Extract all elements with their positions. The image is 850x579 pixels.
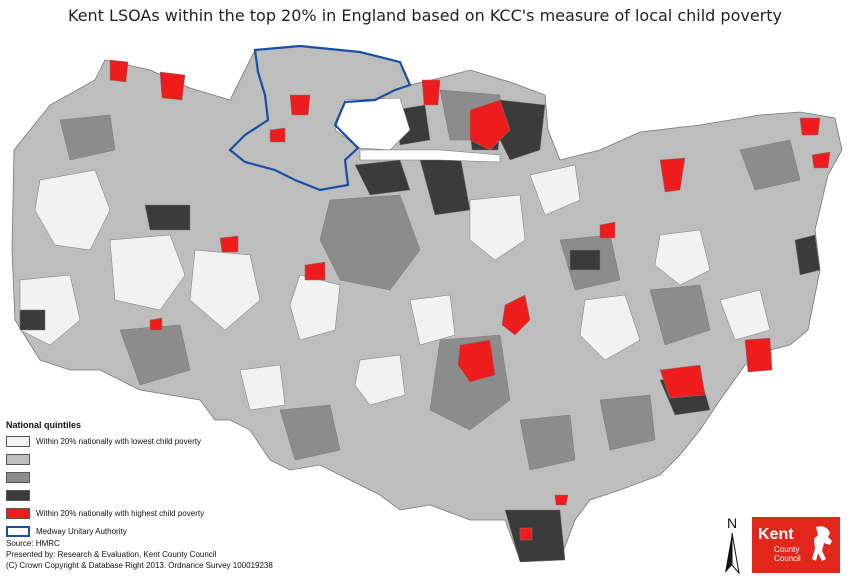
medway-boundary [228,44,412,192]
lsoa-zone [529,164,581,216]
lsoa-zone-red [149,317,163,331]
logo-subtitle: County Council [774,545,801,563]
lsoa-zone [649,284,711,346]
lsoa-zone-red [501,294,531,336]
copyright-text: (C) Crown Copyright & Database Right 201… [6,561,273,570]
lsoa-zone [579,294,641,361]
lsoa-zone-red [109,59,129,83]
lsoa-zone-red [659,364,706,399]
source-text: Source: HMRC [6,539,60,548]
lsoa-zone-red [744,337,773,373]
lsoa-zone [189,249,261,331]
lsoa-zone-red [219,235,239,253]
kent-county-council-logo: Kent County Council [752,517,840,573]
white-horse-icon [812,526,832,561]
map-title: Kent LSOAs within the top 20% in England… [68,6,782,25]
lsoa-zone-red [421,79,441,106]
north-arrow-icon [725,532,740,575]
lsoa-zone-red [304,261,326,281]
legend-item [6,469,306,485]
lsoa-zone [469,194,526,261]
lsoa-zone [279,404,341,461]
lsoa-zone [354,159,411,196]
lsoa-zone [739,139,801,191]
lsoa-zone-red [269,127,286,143]
lsoa-zone-red [159,71,186,101]
estuary-water [334,97,501,163]
legend-item: Within 20% nationally with highest child… [6,505,306,521]
lsoa-zone-red [469,99,511,151]
lsoa-zones [19,59,831,563]
lsoa-zone-red [519,527,533,541]
legend-swatch [6,471,30,483]
lsoa-zone [654,229,711,286]
lsoa-zone [409,294,456,346]
legend-swatch [6,435,30,447]
lsoa-zone [239,364,286,411]
lsoa-zone-red [811,151,831,169]
lsoa-zone [504,509,566,563]
lsoa-zone-red [659,157,686,193]
legend-item: Medway Unitary Authority [6,523,306,539]
lsoa-zone [289,274,341,341]
legend-swatch [6,489,30,501]
lsoa-zone [34,169,111,251]
legend-item: Within 20% nationally with lowest child … [6,433,306,449]
swale-channel [359,149,501,163]
lsoa-zone-red [799,117,821,136]
credits: Source: HMRC Presented by: Research & Ev… [6,538,273,571]
north-letter: N [726,515,738,531]
logo-subtitle-line: Council [774,554,801,563]
lsoa-zone-red [289,94,311,116]
logo-name: Kent [758,526,794,543]
lsoa-zone [354,354,406,406]
lsoa-zone [59,114,116,161]
legend-label: Within 20% nationally with lowest child … [36,436,201,446]
lsoa-zone [319,194,421,291]
north-arrow: N [719,515,745,575]
legend-swatch [6,507,30,519]
legend-item [6,487,306,503]
legend: National quintiles Within 20% nationally… [6,420,306,541]
presented-by-text: Presented by: Research & Evaluation, Ken… [6,550,217,559]
legend-item [6,451,306,467]
lsoa-zone [569,249,601,271]
lsoa-zone-red [599,221,616,239]
lsoa-zone-red [554,494,569,506]
legend-swatch [6,453,30,465]
lsoa-zone [144,204,191,231]
lsoa-zone [794,234,821,276]
logo-subtitle-line: County [774,545,800,554]
lsoa-zone [19,309,46,331]
lsoa-zone-red [457,339,496,383]
legend-swatch [6,525,30,537]
legend-heading: National quintiles [6,420,82,430]
lsoa-zone [519,414,576,471]
legend-label: Within 20% nationally with highest child… [36,508,205,518]
lsoa-zone [719,289,771,341]
lsoa-zone [599,394,656,451]
lsoa-zone [109,234,186,311]
legend-label: Medway Unitary Authority [36,526,127,536]
